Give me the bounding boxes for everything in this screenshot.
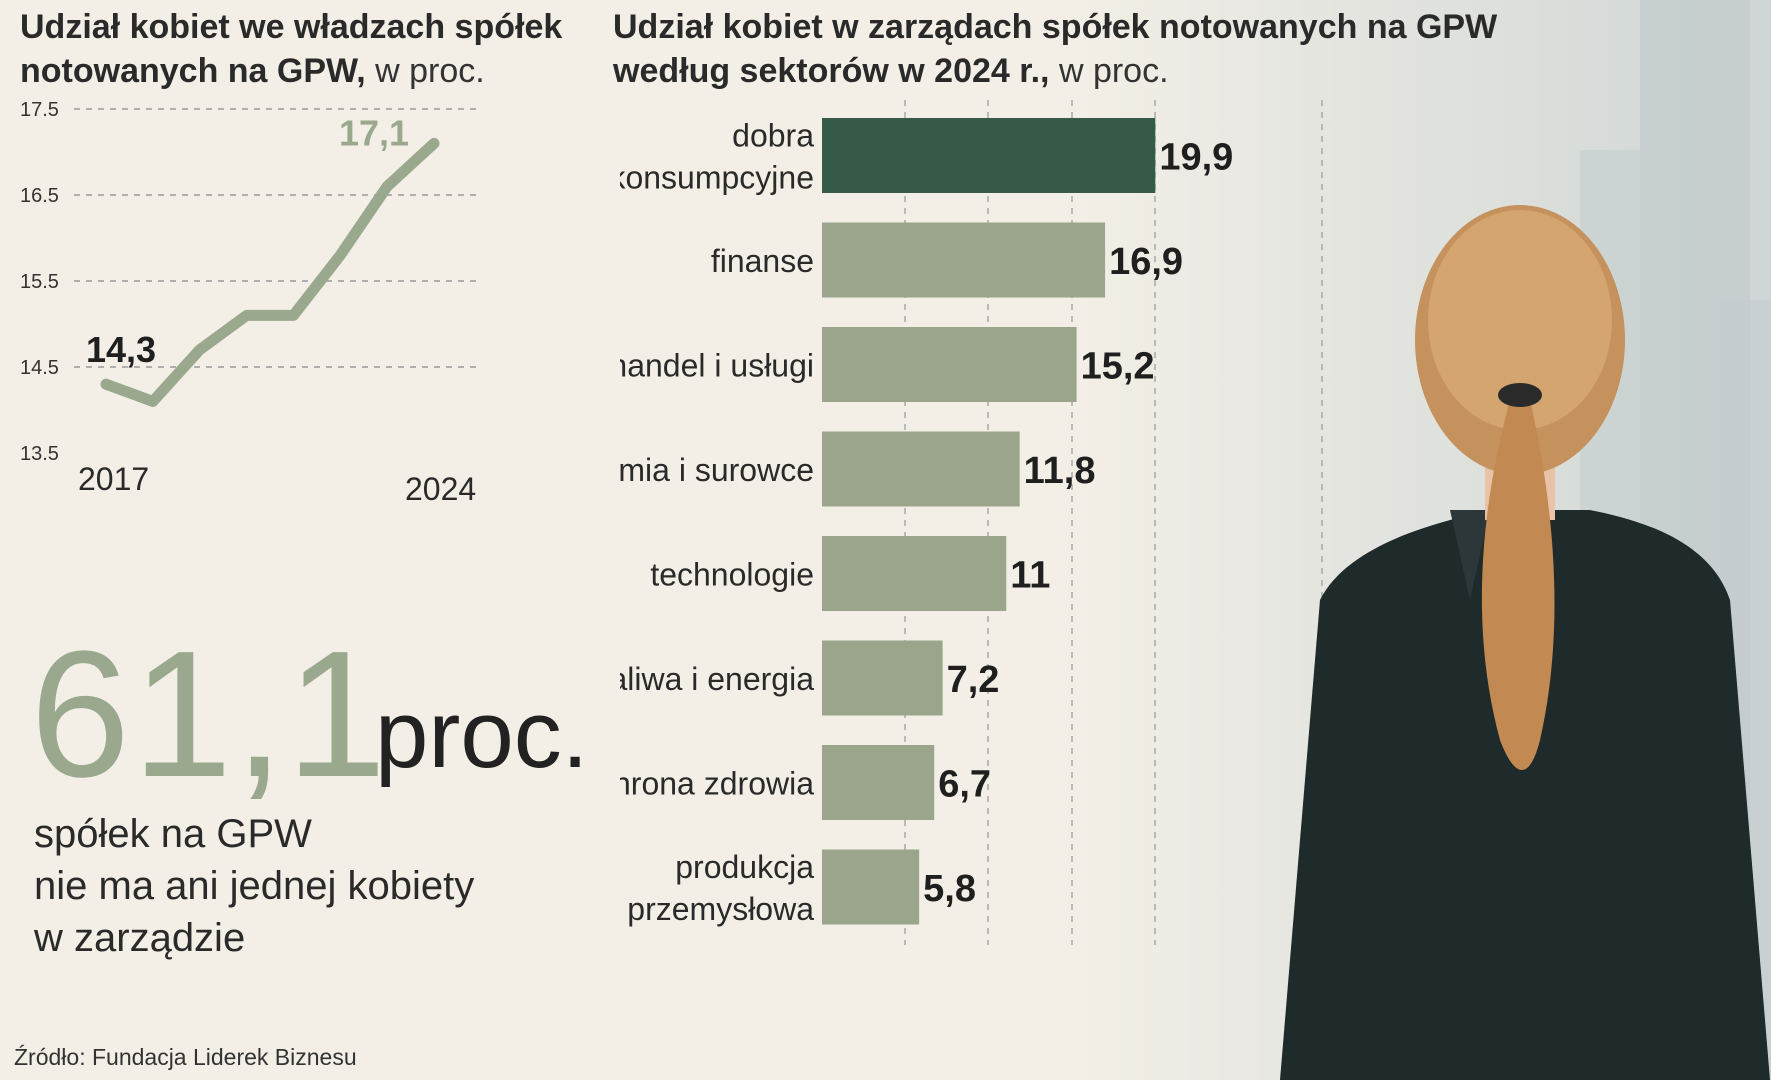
bar (822, 849, 920, 925)
bar (822, 745, 935, 820)
y-tick-label: 14.5 (20, 357, 59, 379)
bar-value-label: 11 (1010, 555, 1050, 597)
bar (822, 327, 1077, 402)
y-tick-label: 15.5 (20, 271, 59, 293)
line-chart: 17.5 16.5 15.5 14.5 13.5 14,3 17,1 2017 2024 (20, 99, 480, 507)
highlight-description-line: nie ma ani jednej kobiety (34, 864, 475, 908)
bar-value-label: 5,8 (923, 868, 976, 910)
y-tick-label: 13.5 (20, 443, 59, 465)
highlight-description-line: spółek na GPW (34, 812, 312, 856)
bar-value-label: 11,8 (1024, 450, 1096, 492)
y-tick-label: 16.5 (20, 185, 59, 207)
bar (822, 118, 1156, 193)
businesswoman-illustration (1280, 205, 1770, 1080)
x-tick-label: 2017 (78, 461, 149, 497)
bar-value-label: 16,9 (1109, 241, 1183, 283)
category-label: handel i usługi (620, 348, 814, 384)
y-tick-label: 17.5 (20, 99, 59, 121)
bar-chart: 19,9 dobra konsumpcyjne 16,9 finanse 15,2 hand… (620, 100, 1323, 945)
category-label: paliwa i energia (620, 661, 814, 697)
data-label-end: 17,1 (339, 112, 409, 153)
category-label: ochrona zdrowia (620, 766, 814, 802)
bar-value-label: 15,2 (1081, 346, 1155, 388)
category-label: finanse (711, 243, 814, 279)
category-label: dobra (732, 118, 814, 154)
bar (822, 536, 1007, 611)
category-label: technologie (650, 557, 814, 593)
bar (822, 640, 943, 716)
highlight-description-line: w zarządzie (34, 916, 246, 960)
source-note: Źródło: Fundacja Liderek Biznesu (14, 1044, 357, 1070)
line-chart-title: Udział kobiet we władzach spółek notowan… (20, 8, 563, 90)
bar-chart-title: Udział kobiet w zarządach spółek notowan… (613, 8, 1498, 90)
bar-value-label: 7,2 (947, 659, 1000, 701)
category-label: przemysłowa (627, 891, 814, 927)
category-label: konsumpcyjne (620, 160, 814, 196)
highlight-unit: proc. (375, 681, 589, 788)
highlight-description: spółek na GPW nie ma ani jednej kobiety … (34, 808, 554, 964)
category-label: chemia i surowce (620, 452, 814, 488)
data-label-start: 14,3 (86, 329, 156, 370)
x-tick-label: 2024 (405, 471, 476, 507)
highlight-value: 61,1 (30, 614, 389, 815)
line-series (100, 137, 440, 407)
bar (822, 431, 1020, 507)
bar-value-label: 6,7 (938, 764, 991, 806)
bar (822, 222, 1106, 298)
bar-value-label: 19,9 (1159, 137, 1233, 179)
category-label: produkcja (675, 849, 814, 885)
